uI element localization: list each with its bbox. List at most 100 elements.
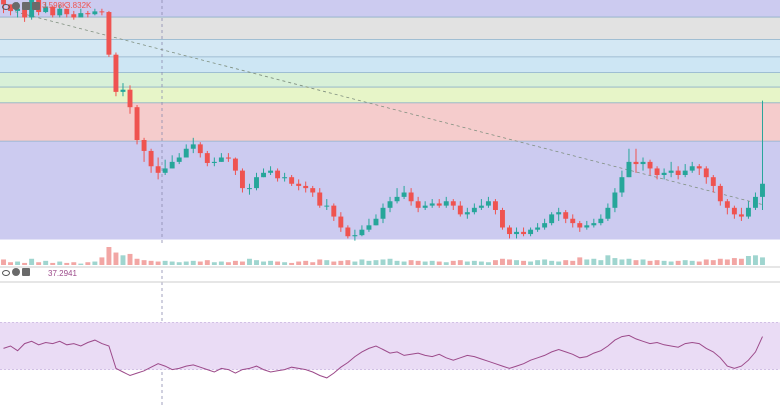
- candle-body: [577, 223, 583, 228]
- volume-bar: [141, 260, 147, 265]
- candle-body: [661, 172, 667, 175]
- candle-body: [162, 168, 168, 173]
- volume-bar: [78, 263, 84, 265]
- volume-bar: [731, 258, 737, 265]
- close-icon[interactable]: [22, 268, 30, 276]
- candle-body: [64, 8, 70, 15]
- volume-bar: [514, 260, 519, 265]
- candle-body: [282, 177, 288, 179]
- candle-body: [584, 225, 590, 228]
- candle-body: [549, 214, 555, 224]
- fib-band: [0, 102, 780, 142]
- volume-bar: [542, 259, 548, 265]
- candle-body: [731, 207, 737, 215]
- volume-bar: [598, 260, 604, 265]
- volume-bar: [183, 261, 189, 265]
- eye-icon[interactable]: [2, 270, 10, 276]
- volume-bar: [640, 259, 646, 265]
- volume-bar: [689, 260, 695, 265]
- candle-body: [605, 207, 611, 219]
- close-icon[interactable]: [22, 2, 30, 10]
- volume-bar: [1, 259, 6, 265]
- volume-bar: [190, 260, 196, 265]
- volume-bar: [8, 262, 14, 265]
- volume-bar: [507, 259, 512, 265]
- candle-body: [43, 6, 49, 13]
- candle-body: [408, 192, 414, 202]
- volume-bar: [717, 258, 723, 265]
- volume-bar: [380, 259, 386, 265]
- volume-bar: [64, 262, 70, 265]
- volume-bar: [289, 262, 295, 265]
- volume-bar: [668, 261, 674, 265]
- settings-icon[interactable]: [12, 2, 20, 10]
- volume-bar: [401, 261, 407, 265]
- volume-bar: [563, 260, 569, 265]
- candle-body: [155, 166, 161, 173]
- candle-body: [289, 177, 295, 184]
- volume-bar: [134, 258, 140, 265]
- candle-body: [303, 185, 309, 189]
- candle-body: [113, 54, 119, 92]
- volume-bar: [408, 260, 414, 265]
- volume-bar: [535, 260, 541, 265]
- volume-bar: [612, 258, 618, 265]
- volume-bar: [254, 260, 259, 265]
- candle-body: [429, 203, 435, 206]
- candle-body: [689, 166, 695, 171]
- volume-bar: [745, 256, 751, 265]
- candle-body: [8, 4, 14, 11]
- volume-bar: [36, 262, 42, 265]
- fib-band: [0, 0, 780, 18]
- volume-bar: [528, 261, 534, 265]
- volume-bar: [50, 262, 56, 265]
- volume-bar: [626, 258, 632, 265]
- volume-bar: [303, 260, 309, 265]
- candle-body: [331, 205, 337, 217]
- volume-bar: [148, 260, 154, 265]
- candle-body: [99, 11, 105, 13]
- volume-bar: [521, 260, 527, 265]
- volume-bar: [113, 252, 119, 265]
- candle-body: [415, 201, 421, 208]
- candle-body: [324, 205, 330, 207]
- candle-body: [457, 205, 463, 215]
- candle-body: [422, 205, 428, 208]
- fib-band: [0, 87, 780, 103]
- rsi-band: [0, 322, 780, 370]
- fib-band: [0, 72, 780, 88]
- candle-body: [752, 196, 758, 208]
- candle-body: [50, 6, 56, 16]
- close-icon[interactable]: [32, 2, 40, 10]
- candle-body: [507, 227, 512, 235]
- volume-bar: [485, 262, 491, 265]
- fib-band: [0, 141, 780, 240]
- volume-bar: [703, 259, 709, 265]
- candle-body: [528, 229, 534, 235]
- volume-bar: [492, 260, 498, 265]
- fib-band: [0, 56, 780, 73]
- candle-body: [563, 212, 569, 219]
- volume-bar: [429, 260, 435, 265]
- volume-bar: [478, 261, 484, 265]
- volume-bar: [176, 262, 182, 265]
- candle-body: [612, 192, 618, 208]
- volume-bar: [654, 260, 660, 265]
- candle-body: [556, 212, 562, 215]
- candle-body: [514, 231, 519, 235]
- volume-bar: [15, 261, 21, 265]
- candle-body: [225, 157, 231, 159]
- volume-bar: [162, 260, 168, 265]
- candle-body: [380, 207, 386, 219]
- candle-body: [760, 183, 765, 197]
- volume-bar: [268, 260, 274, 265]
- volume-bar: [106, 247, 112, 265]
- settings-icon[interactable]: [12, 268, 20, 276]
- volume-bar: [633, 260, 639, 265]
- candle-body: [359, 229, 365, 236]
- candle-body: [345, 227, 351, 237]
- volume-bar: [422, 261, 428, 265]
- eye-icon[interactable]: [2, 4, 10, 10]
